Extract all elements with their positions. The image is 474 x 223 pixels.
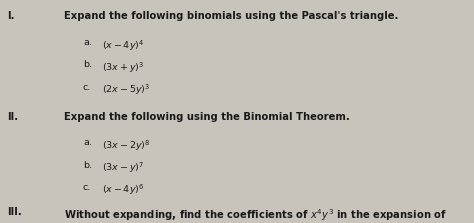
Text: c.: c. bbox=[83, 83, 91, 91]
Text: b.: b. bbox=[83, 161, 92, 169]
Text: a.: a. bbox=[83, 138, 92, 147]
Text: Expand the following using the Binomial Theorem.: Expand the following using the Binomial … bbox=[64, 112, 350, 122]
Text: $(3x + y)^3$: $(3x + y)^3$ bbox=[102, 60, 144, 75]
Text: c.: c. bbox=[83, 183, 91, 192]
Text: b.: b. bbox=[83, 60, 92, 69]
Text: $(3x - y)^7$: $(3x - y)^7$ bbox=[102, 161, 144, 175]
Text: I.: I. bbox=[7, 11, 15, 21]
Text: Without expanding, find the coefficients of $x^4y^3$ in the expansion of: Without expanding, find the coefficients… bbox=[64, 207, 447, 223]
Text: Expand the following binomials using the Pascal's triangle.: Expand the following binomials using the… bbox=[64, 11, 398, 21]
Text: III.: III. bbox=[7, 207, 22, 217]
Text: $(3x - 2y)^8$: $(3x - 2y)^8$ bbox=[102, 138, 150, 153]
Text: a.: a. bbox=[83, 38, 92, 47]
Text: II.: II. bbox=[7, 112, 18, 122]
Text: $(x - 4y)^4$: $(x - 4y)^4$ bbox=[102, 38, 144, 52]
Text: $(2x - 5y)^3$: $(2x - 5y)^3$ bbox=[102, 83, 150, 97]
Text: $(x - 4y)^6$: $(x - 4y)^6$ bbox=[102, 183, 144, 197]
